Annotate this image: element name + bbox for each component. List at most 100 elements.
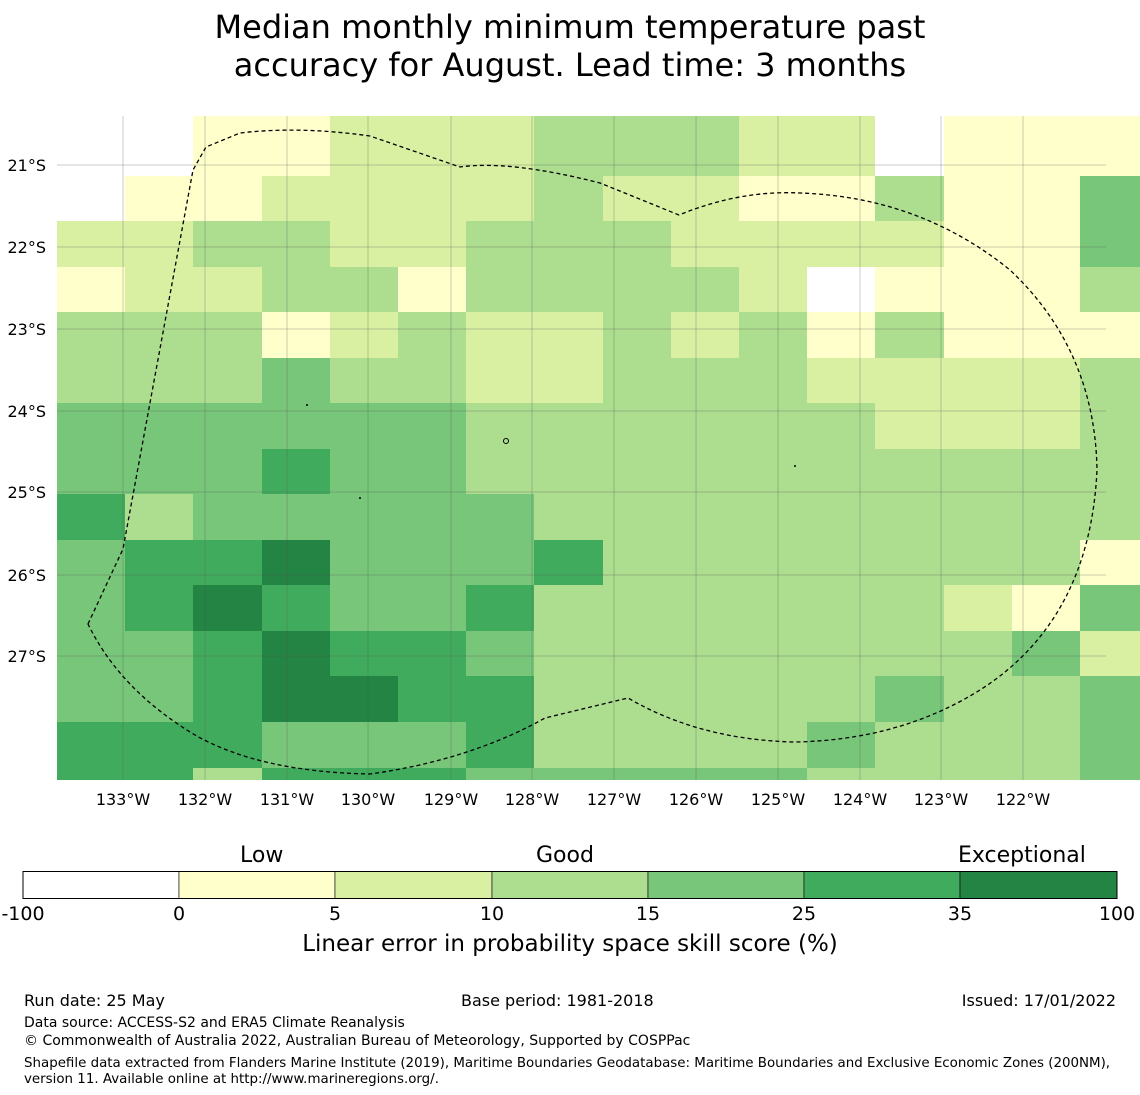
grid-cell	[739, 494, 807, 540]
grid-cell	[193, 403, 262, 449]
grid-cell	[603, 358, 671, 403]
data-source: Data source: ACCESS-S2 and ERA5 Climate …	[24, 1015, 405, 1031]
grid-cell	[1080, 221, 1140, 267]
grid-cell	[57, 358, 125, 403]
grid-cell	[807, 176, 875, 221]
grid-cell	[807, 403, 875, 449]
grid-cell	[534, 540, 603, 585]
grid-cell	[1080, 403, 1140, 449]
grid-cell	[330, 494, 398, 540]
grid-cell	[603, 494, 671, 540]
grid-cell	[330, 176, 398, 221]
grid-cell	[57, 768, 125, 780]
grid-cell	[671, 722, 739, 768]
grid-cell	[807, 358, 875, 403]
grid-cell	[807, 312, 875, 358]
grid-cell	[739, 449, 807, 494]
grid-cell	[398, 403, 466, 449]
grid-cell	[193, 494, 262, 540]
longitude-label: 130°W	[341, 790, 396, 809]
grid-cell	[466, 312, 534, 358]
grid-cell	[125, 540, 193, 585]
grid-cell	[398, 358, 466, 403]
grid-cell	[944, 116, 1012, 176]
grid-cell	[125, 768, 193, 780]
grid-cell	[739, 221, 807, 267]
colorbar-tick-label: 15	[635, 903, 661, 925]
latitude-label: 27°S	[7, 647, 46, 666]
grid-cell	[944, 312, 1012, 358]
grid-cell	[807, 722, 875, 768]
grid-cell	[807, 221, 875, 267]
run-date: Run date: 25 May	[24, 991, 165, 1010]
grid-cell	[1080, 116, 1140, 176]
colorbar-tick-label: 5	[328, 903, 342, 925]
grid-cell	[603, 768, 671, 780]
grid-cell	[739, 540, 807, 585]
grid-cell	[944, 176, 1012, 221]
grid-cell	[671, 267, 739, 312]
grid-cell	[1080, 768, 1140, 780]
grid-cell	[262, 267, 330, 312]
grid-cell	[875, 221, 944, 267]
grid-cell	[466, 585, 534, 631]
grid-cell	[262, 585, 330, 631]
eez-boundary	[87, 129, 1098, 775]
grid-cell	[466, 176, 534, 221]
grid-cell	[57, 312, 125, 358]
grid-cell	[57, 585, 125, 631]
grid-cell	[603, 540, 671, 585]
island-mark	[794, 465, 796, 467]
issued-date: Issued: 17/01/2022	[961, 991, 1116, 1010]
grid-cell	[1012, 312, 1080, 358]
grid-cell	[262, 176, 330, 221]
grid-cell	[262, 449, 330, 494]
grid-cell	[671, 585, 739, 631]
colorbar-tick-label: 25	[791, 903, 817, 925]
grid-cell	[262, 676, 330, 722]
grid-cell	[807, 631, 875, 676]
grid-cell	[466, 449, 534, 494]
grid-cell	[262, 403, 330, 449]
grid-cell	[603, 722, 671, 768]
grid-cell	[807, 449, 875, 494]
grid-cell	[944, 768, 1012, 780]
grid-cell	[125, 116, 193, 176]
grid-cell	[193, 585, 262, 631]
longitude-label: 127°W	[587, 790, 642, 809]
grid-cell	[330, 585, 398, 631]
grid-cell	[944, 540, 1012, 585]
grid-cell	[603, 267, 671, 312]
colorbar-segment	[959, 871, 1118, 899]
grid-cell	[398, 494, 466, 540]
grid-cell	[57, 221, 125, 267]
grid-cell	[1012, 631, 1080, 676]
grid-cell	[1012, 221, 1080, 267]
grid-cell	[739, 358, 807, 403]
grid-cell	[1012, 176, 1080, 221]
grid-cell	[534, 403, 603, 449]
grid-cell	[1080, 540, 1140, 585]
grid-cell	[944, 267, 1012, 312]
grid-cell	[193, 676, 262, 722]
grid-cell	[398, 312, 466, 358]
grid-cell	[739, 631, 807, 676]
longitude-label: 123°W	[914, 790, 969, 809]
grid-cell	[534, 494, 603, 540]
grid-cell	[534, 631, 603, 676]
grid-cell	[875, 631, 944, 676]
grid-cell	[1012, 494, 1080, 540]
grid-cell	[1080, 585, 1140, 631]
grid-cell	[807, 494, 875, 540]
grid-cell	[944, 585, 1012, 631]
grid-cell	[262, 312, 330, 358]
latitude-label: 25°S	[7, 483, 46, 502]
grid-cell	[193, 221, 262, 267]
grid-cell	[671, 540, 739, 585]
grid-cell	[57, 676, 125, 722]
grid-cell	[807, 676, 875, 722]
grid-cell	[1080, 676, 1140, 722]
grid-cell	[57, 267, 125, 312]
grid-cell	[193, 312, 262, 358]
longitude-label: 126°W	[669, 790, 724, 809]
